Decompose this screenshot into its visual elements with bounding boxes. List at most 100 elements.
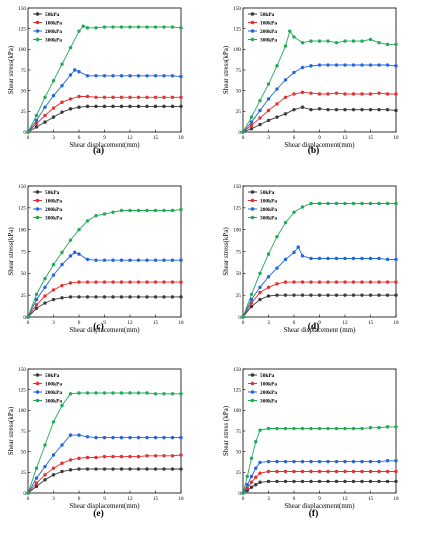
series-200kPa bbox=[26, 433, 183, 495]
data-point bbox=[162, 104, 166, 109]
x-tick-label: 9 bbox=[103, 320, 106, 326]
data-point bbox=[317, 63, 322, 67]
legend-label: 200kPa bbox=[45, 29, 62, 35]
data-point bbox=[68, 238, 73, 242]
legend: 50kPa 100kPa 200kPa 300kPa bbox=[248, 373, 277, 405]
data-point bbox=[360, 469, 364, 474]
data-point bbox=[170, 454, 175, 458]
data-point bbox=[34, 125, 39, 129]
data-point bbox=[51, 466, 56, 470]
data-point bbox=[43, 120, 47, 124]
data-point bbox=[309, 426, 313, 431]
data-point bbox=[283, 78, 288, 82]
legend-label: 100kPa bbox=[260, 21, 277, 27]
data-point bbox=[334, 426, 339, 431]
y-tick-label: 150 bbox=[233, 367, 241, 373]
y-axis-label: Shear stress(kPa) bbox=[7, 45, 15, 94]
data-point bbox=[170, 258, 175, 262]
data-point bbox=[266, 82, 271, 86]
data-point bbox=[43, 443, 47, 447]
data-point bbox=[385, 479, 390, 484]
y-tick-label: 100 bbox=[233, 227, 241, 233]
x-axis-label: Shear displacement (mm) bbox=[284, 326, 357, 334]
data-point bbox=[153, 208, 158, 213]
data-point bbox=[275, 87, 279, 91]
legend-label: 200kPa bbox=[260, 207, 277, 213]
data-point bbox=[283, 479, 288, 484]
data-point bbox=[136, 258, 141, 262]
data-point bbox=[102, 280, 107, 284]
data-point bbox=[111, 454, 115, 459]
data-point bbox=[385, 92, 390, 96]
legend-label: 100kPa bbox=[45, 21, 62, 27]
data-point bbox=[300, 105, 305, 109]
data-point bbox=[360, 293, 364, 297]
data-point bbox=[283, 459, 288, 464]
data-point bbox=[326, 426, 330, 431]
data-point bbox=[275, 479, 279, 484]
data-point bbox=[51, 93, 56, 98]
legend-marker bbox=[35, 373, 40, 377]
data-point bbox=[77, 94, 81, 99]
data-point bbox=[162, 208, 166, 213]
legend-marker bbox=[35, 207, 40, 211]
data-point bbox=[68, 295, 73, 299]
data-point bbox=[170, 295, 175, 299]
data-point bbox=[136, 467, 141, 471]
data-point bbox=[111, 280, 115, 284]
data-point bbox=[275, 234, 279, 239]
data-point bbox=[351, 426, 356, 431]
chart-panel-d: 0 25 50 75 100 125 150 0 3 6 9 12 15 18 Shear displace… bbox=[222, 184, 399, 334]
y-tick-label: 75 bbox=[21, 249, 27, 255]
y-tick-label: 100 bbox=[18, 47, 26, 53]
series-line bbox=[242, 281, 396, 318]
y-tick-label: 25 bbox=[236, 109, 242, 115]
data-point bbox=[68, 392, 73, 396]
data-point bbox=[162, 280, 166, 284]
data-point bbox=[266, 118, 271, 123]
data-point bbox=[145, 95, 149, 99]
data-point bbox=[153, 104, 158, 109]
series-line bbox=[27, 454, 182, 494]
y-tick-label: 125 bbox=[233, 206, 241, 212]
data-point bbox=[179, 26, 183, 30]
data-point bbox=[153, 25, 158, 29]
data-point bbox=[145, 435, 149, 440]
data-point bbox=[94, 467, 98, 471]
data-point bbox=[368, 479, 373, 484]
legend: 50kPa 100kPa 200kPa 300kPa bbox=[33, 190, 62, 222]
legend-label: 50kPa bbox=[45, 373, 60, 379]
data-point bbox=[343, 92, 347, 96]
y-tick-label: 50 bbox=[21, 271, 27, 277]
legend-marker bbox=[250, 20, 255, 25]
data-point bbox=[292, 107, 296, 112]
data-point bbox=[283, 426, 288, 431]
data-point bbox=[283, 280, 288, 284]
data-point bbox=[368, 469, 373, 474]
x-axis-label: Shear displacement(mm) bbox=[284, 502, 355, 510]
data-point bbox=[258, 271, 262, 276]
legend-marker bbox=[250, 381, 255, 386]
legend-marker bbox=[250, 398, 255, 403]
x-tick-label: 6 bbox=[293, 320, 296, 326]
x-tick-label: 9 bbox=[103, 135, 106, 141]
data-point bbox=[102, 25, 107, 29]
data-point bbox=[326, 280, 330, 284]
data-point bbox=[266, 285, 271, 290]
data-point bbox=[162, 454, 166, 458]
data-point bbox=[145, 104, 149, 109]
y-tick-label: 0 bbox=[23, 130, 26, 136]
data-point bbox=[94, 213, 98, 218]
series-line bbox=[242, 30, 396, 133]
data-point bbox=[85, 467, 90, 471]
y-tick-label: 50 bbox=[21, 88, 27, 94]
data-point bbox=[292, 459, 296, 464]
data-point bbox=[385, 293, 390, 297]
data-point bbox=[249, 456, 254, 460]
data-point bbox=[34, 306, 39, 310]
data-point bbox=[128, 454, 132, 459]
legend-marker bbox=[250, 198, 255, 203]
data-point bbox=[275, 102, 279, 106]
data-point bbox=[170, 95, 175, 99]
data-point bbox=[102, 467, 107, 471]
